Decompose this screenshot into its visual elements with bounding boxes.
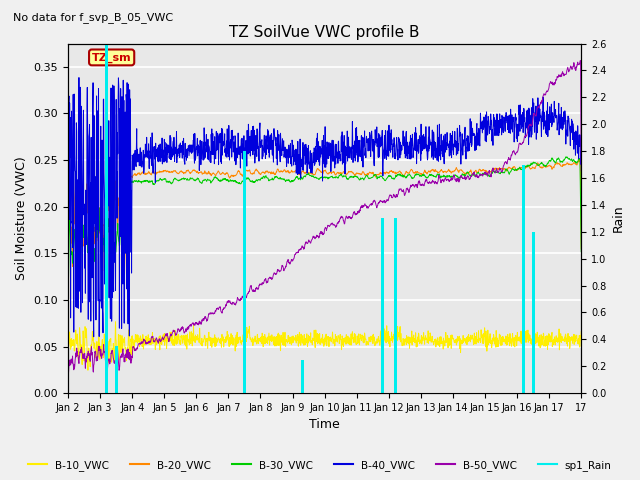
Title: TZ SoilVue VWC profile B: TZ SoilVue VWC profile B <box>229 24 420 39</box>
Bar <box>301 360 303 393</box>
Bar <box>105 44 108 393</box>
Y-axis label: Soil Moisture (VWC): Soil Moisture (VWC) <box>15 156 28 280</box>
Y-axis label: Rain: Rain <box>612 204 625 232</box>
Bar <box>532 232 534 393</box>
Bar <box>243 151 246 393</box>
Text: TZ_sm: TZ_sm <box>92 52 131 62</box>
Legend: B-10_VWC, B-20_VWC, B-30_VWC, B-40_VWC, B-50_VWC, sp1_Rain: B-10_VWC, B-20_VWC, B-30_VWC, B-40_VWC, … <box>24 456 616 475</box>
Bar <box>522 165 525 393</box>
X-axis label: Time: Time <box>309 419 340 432</box>
Bar <box>394 218 397 393</box>
Text: No data for f_svp_B_05_VWC: No data for f_svp_B_05_VWC <box>13 12 173 23</box>
Bar <box>381 218 384 393</box>
Bar <box>115 346 118 393</box>
